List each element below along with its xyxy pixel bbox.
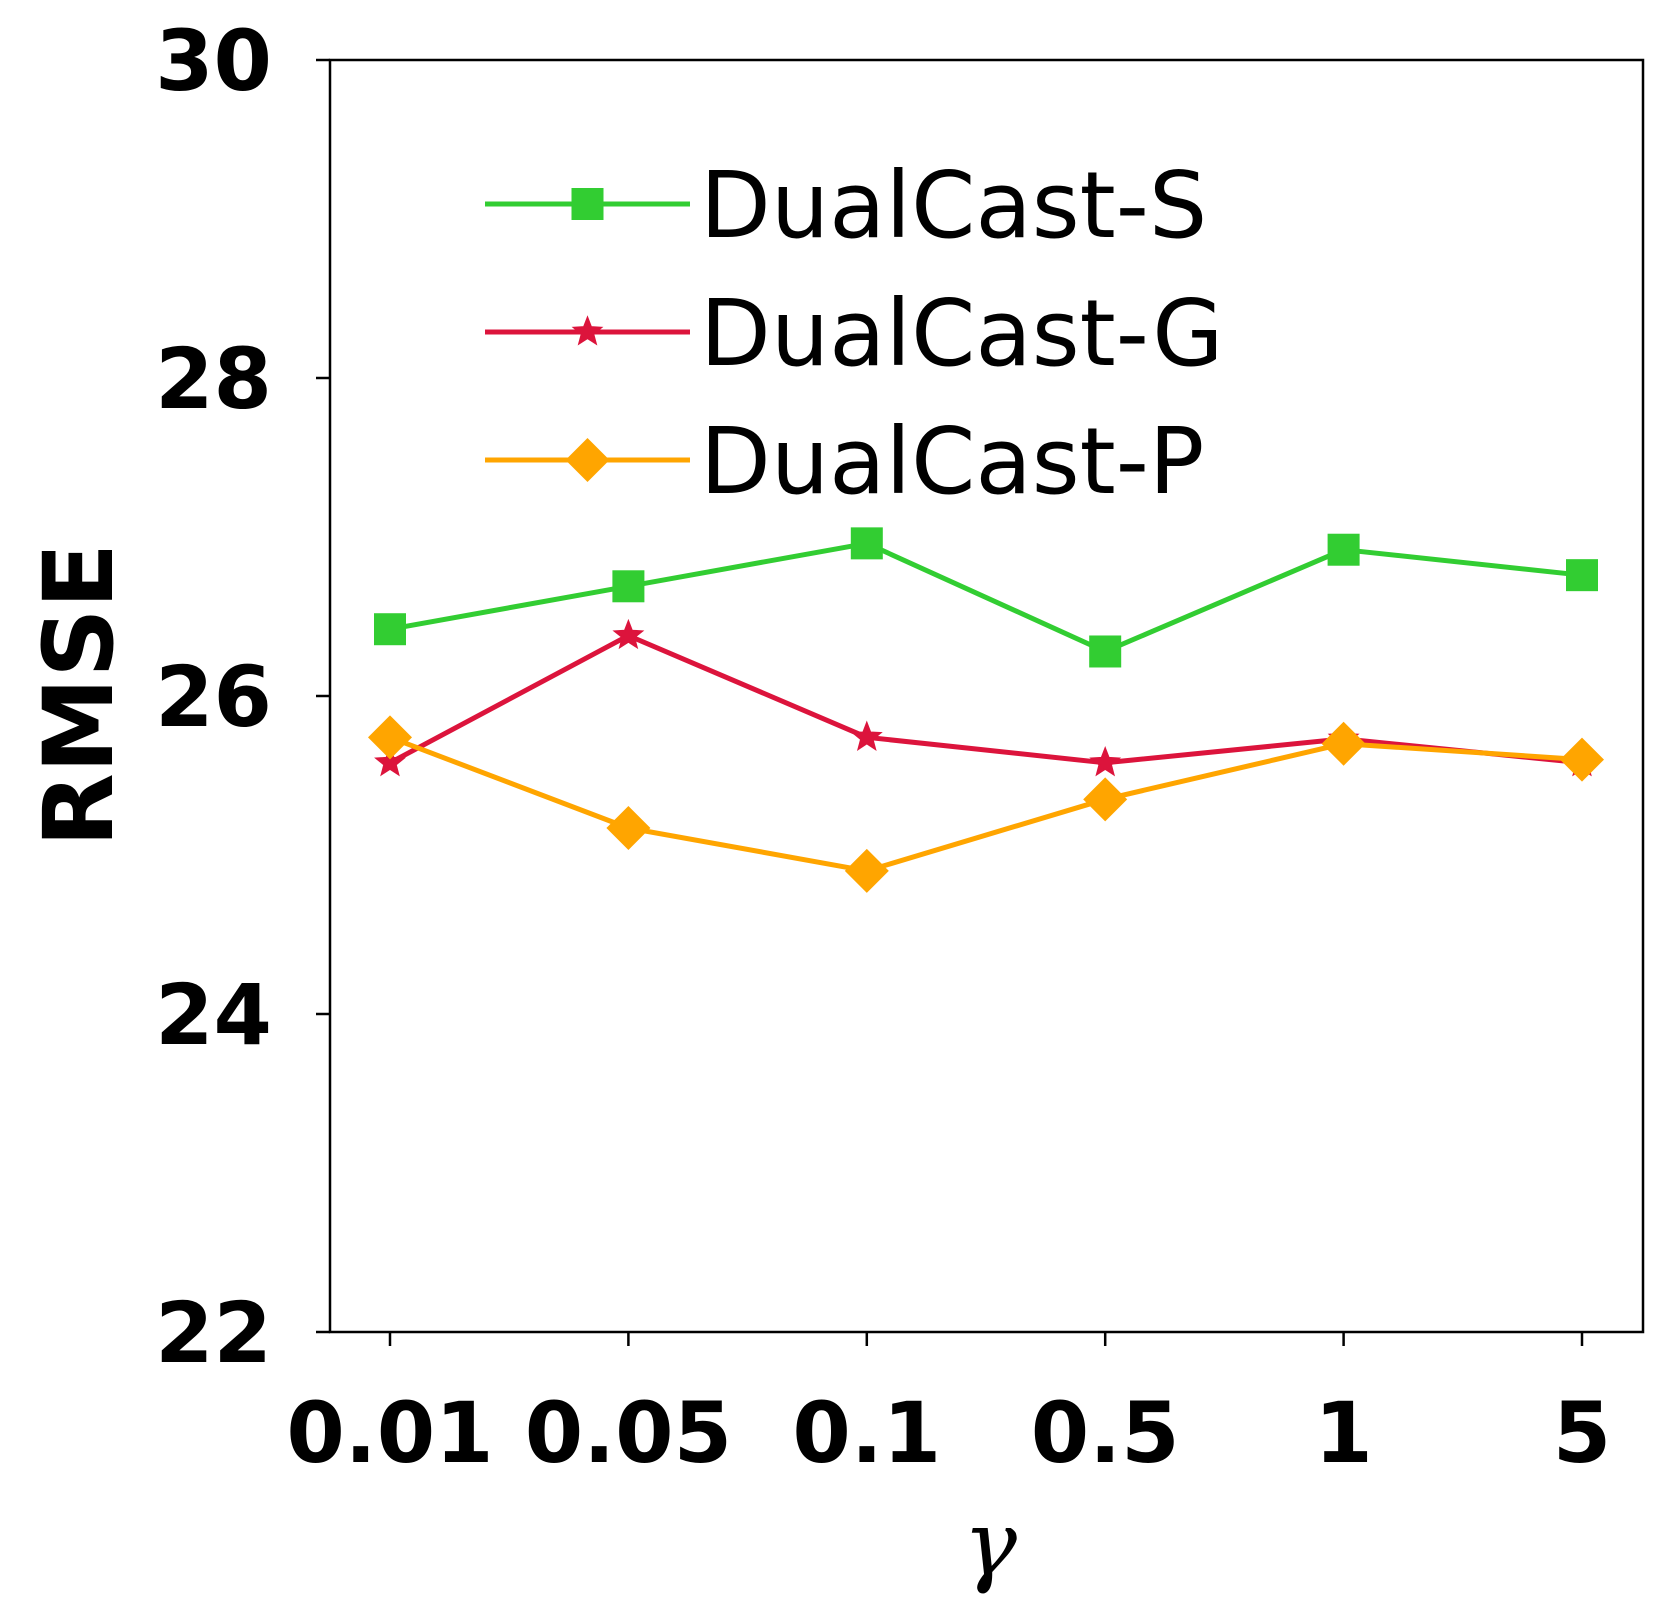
data-point <box>374 746 406 777</box>
legend-entry: DualCast-S <box>485 152 1207 259</box>
y-tick-label: 26 <box>155 648 272 746</box>
data-point <box>850 720 883 751</box>
series-line <box>389 540 1583 654</box>
legend-marker <box>571 188 604 220</box>
y-tick-label: 30 <box>155 12 272 110</box>
legend: DualCast-S DualCast-G DualCast-P <box>485 152 1224 515</box>
legend-marker <box>565 438 610 482</box>
y-tick-label: 28 <box>155 330 272 428</box>
data-point <box>612 618 645 650</box>
legend-entry: DualCast-P <box>485 408 1204 515</box>
x-tick-label: 0.01 <box>286 1384 493 1482</box>
data-point <box>1560 737 1604 782</box>
x-tick-label: 5 <box>1553 1384 1611 1482</box>
legend-marker <box>571 315 604 346</box>
x-tick-label: 1 <box>1314 1384 1372 1482</box>
y-axis-label: RMSE <box>23 543 135 847</box>
data-point <box>844 848 889 893</box>
data-point <box>606 805 651 850</box>
series-dualcast-g <box>374 618 1598 777</box>
data-point <box>374 613 406 646</box>
data-point <box>1327 533 1360 566</box>
x-tick-label: 0.1 <box>792 1384 941 1482</box>
legend-label: DualCast-P <box>700 408 1204 515</box>
data-point <box>1083 777 1128 822</box>
data-point <box>1089 635 1122 668</box>
series-dualcast-p <box>368 715 1604 893</box>
x-tick-label: 0.05 <box>525 1384 732 1482</box>
data-point <box>1089 746 1122 777</box>
x-tick-label: 0.5 <box>1031 1384 1180 1482</box>
x-axis-label: γ <box>963 1492 1017 1597</box>
series-line <box>388 633 1583 766</box>
data-point <box>368 715 412 760</box>
data-point <box>850 527 883 560</box>
series-layer <box>368 527 1604 893</box>
data-point <box>1321 721 1366 766</box>
data-point <box>1566 559 1598 592</box>
series-dualcast-s <box>374 527 1598 668</box>
legend-entry: DualCast-G <box>485 280 1224 387</box>
y-tick-label: 22 <box>155 1284 272 1382</box>
legend-label: DualCast-S <box>700 152 1207 259</box>
data-point <box>612 570 645 603</box>
series-line <box>389 734 1583 874</box>
y-tick-label: 24 <box>155 966 272 1064</box>
legend-label: DualCast-G <box>700 280 1224 387</box>
axes: 22 24 26 28 30 0.01 0.05 0.1 0.5 1 5 <box>155 12 1611 1482</box>
